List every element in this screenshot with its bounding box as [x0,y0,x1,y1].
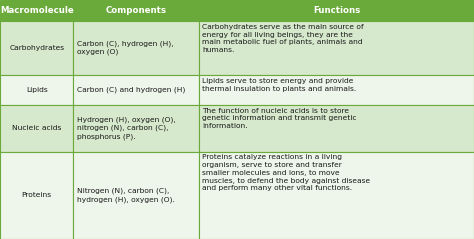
Bar [0,105,73,152]
Bar [199,0,474,21]
Text: Components: Components [106,6,167,15]
Bar [199,75,474,105]
Text: Nitrogen (N), carbon (C),
hydrogen (H), oxygen (O).: Nitrogen (N), carbon (C), hydrogen (H), … [77,188,174,203]
Text: Carbon (C), hydrogen (H),
oxygen (O): Carbon (C), hydrogen (H), oxygen (O) [77,41,173,55]
Text: Nucleic acids: Nucleic acids [12,125,62,131]
Text: Carbohydrates serve as the main source of
energy for all living beings, they are: Carbohydrates serve as the main source o… [202,24,364,53]
Text: Proteins catalyze reactions in a living
organism, serve to store and transfer
sm: Proteins catalyze reactions in a living … [202,154,371,191]
Bar [0,21,73,75]
Bar [73,105,199,152]
Text: Lipids: Lipids [26,87,47,93]
Bar [73,21,199,75]
Bar [199,21,474,75]
Bar [73,75,199,105]
Text: Hydrogen (H), oxygen (O),
nitrogen (N), carbon (C),
phosphorus (P).: Hydrogen (H), oxygen (O), nitrogen (N), … [77,117,175,140]
Text: Carbon (C) and hydrogen (H): Carbon (C) and hydrogen (H) [77,87,185,93]
Text: Proteins: Proteins [22,192,52,198]
Bar [0,75,73,105]
Bar [0,152,73,239]
Bar [199,152,474,239]
Bar [73,0,199,21]
Bar [199,105,474,152]
Bar [73,152,199,239]
Text: Lipids serve to store energy and provide
thermal insulation to plants and animal: Lipids serve to store energy and provide… [202,78,356,92]
Text: Macromolecule: Macromolecule [0,6,73,15]
Bar [0,0,73,21]
Text: Carbohydrates: Carbohydrates [9,45,64,51]
Text: Functions: Functions [313,6,360,15]
Text: The function of nucleic acids is to store
genetic information and transmit genet: The function of nucleic acids is to stor… [202,108,357,129]
